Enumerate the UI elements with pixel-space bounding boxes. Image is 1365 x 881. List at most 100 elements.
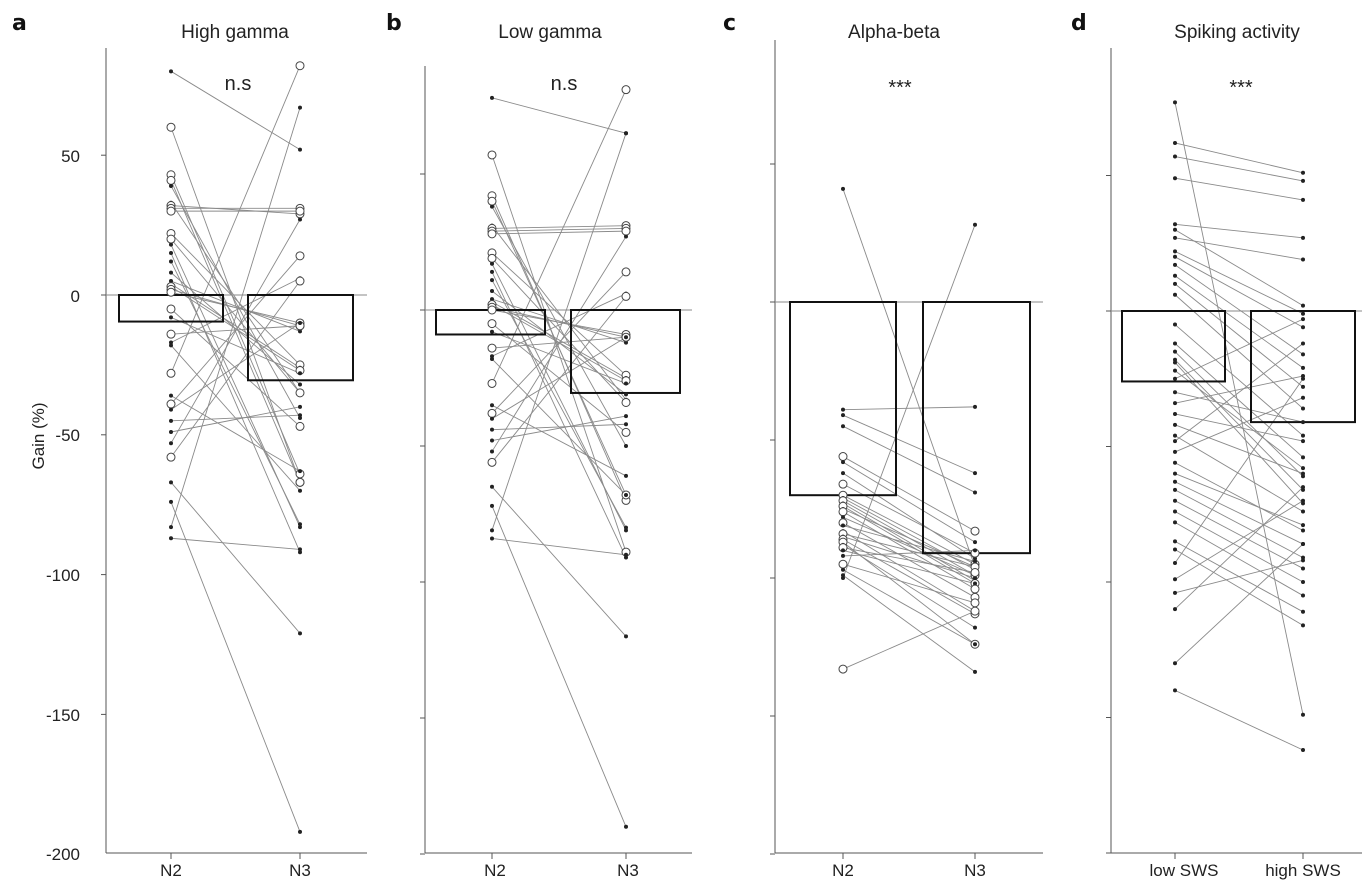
data-point (1173, 176, 1177, 181)
paired-line (1174, 283, 1304, 388)
paired-line (491, 271, 627, 414)
data-point (973, 556, 977, 561)
data-point (1173, 607, 1177, 612)
data-point (298, 522, 302, 527)
data-point (1301, 439, 1305, 444)
data-point (621, 427, 631, 437)
data-point (841, 573, 845, 578)
data-point (1301, 748, 1305, 753)
paired-line (491, 423, 627, 431)
data-point (1173, 249, 1177, 254)
paired-line (842, 547, 976, 573)
paired-line (1174, 397, 1304, 453)
panel-d-category-1: low SWS (1150, 861, 1219, 880)
paired-line (842, 456, 976, 532)
data-point (298, 404, 302, 409)
paired-line (1174, 378, 1304, 564)
paired-line (170, 219, 301, 444)
paired-line (842, 563, 976, 604)
data-point (1173, 376, 1177, 381)
paired-line (842, 188, 976, 568)
data-point (490, 503, 494, 508)
panel-d-marks (1106, 48, 1362, 859)
data-point (624, 444, 628, 448)
paired-line (491, 486, 627, 637)
data-point (295, 61, 305, 71)
paired-line (842, 425, 976, 493)
panel-a-category-2: N3 (289, 861, 311, 880)
data-point (298, 416, 302, 421)
data-point (295, 276, 305, 286)
data-point (973, 404, 977, 409)
paired-line (491, 538, 627, 556)
paired-line (1174, 343, 1304, 458)
paired-line (170, 537, 301, 550)
data-point (841, 186, 845, 191)
data-point (487, 305, 497, 315)
data-point (838, 479, 848, 489)
data-point (490, 449, 494, 454)
paired-line (1174, 156, 1304, 182)
paired-line (170, 261, 301, 525)
data-point (841, 576, 845, 580)
data-point (166, 234, 176, 244)
data-point (841, 413, 845, 418)
data-point (841, 407, 845, 412)
data-point (169, 251, 173, 256)
data-point (1173, 222, 1177, 227)
data-point (1173, 449, 1177, 454)
data-point (1173, 479, 1177, 484)
data-point (487, 196, 497, 206)
data-point (295, 251, 305, 261)
paired-line (491, 97, 627, 134)
data-point (169, 315, 173, 320)
data-point (166, 368, 176, 378)
data-point (166, 329, 176, 339)
data-point (1173, 322, 1177, 327)
data-point (1173, 360, 1177, 365)
data-point (1173, 471, 1177, 476)
data-point (624, 131, 628, 136)
data-point (169, 441, 173, 446)
data-point (169, 536, 173, 541)
data-point (1301, 303, 1305, 308)
data-point (1173, 498, 1177, 503)
data-point (1301, 311, 1305, 316)
paired-line (491, 206, 627, 447)
paired-line (1174, 511, 1304, 583)
paired-line (1174, 424, 1304, 475)
data-point (1301, 325, 1305, 330)
data-point (166, 452, 176, 462)
panel-c: c Alpha-beta *** N2 N3 (723, 11, 1043, 880)
data-point (1301, 376, 1305, 381)
data-point (1301, 580, 1305, 584)
data-point (624, 422, 628, 427)
data-point (298, 217, 302, 222)
data-point (1301, 352, 1305, 357)
panel-c-category-1: N2 (832, 861, 854, 880)
paired-line (491, 309, 627, 335)
data-point (298, 413, 302, 418)
data-point (169, 525, 173, 530)
data-point (169, 499, 173, 504)
data-point (838, 559, 848, 569)
data-point (624, 552, 628, 557)
paired-line (170, 252, 301, 553)
panel-d: d Spiking activity *** low SWS high SWS (1071, 11, 1362, 880)
data-point (169, 343, 173, 348)
paired-line (1174, 264, 1304, 355)
paired-line (1174, 462, 1304, 531)
paired-line (1174, 500, 1304, 580)
paired-line (1174, 294, 1304, 409)
paired-line (1174, 500, 1304, 569)
paired-line (842, 549, 976, 557)
paired-line (842, 414, 976, 474)
data-point (490, 438, 494, 443)
data-point (490, 261, 494, 266)
data-point (970, 606, 980, 616)
data-point (838, 452, 848, 462)
data-point (624, 381, 628, 386)
data-point (624, 634, 628, 639)
paired-line (491, 296, 627, 463)
paired-line (170, 277, 301, 343)
